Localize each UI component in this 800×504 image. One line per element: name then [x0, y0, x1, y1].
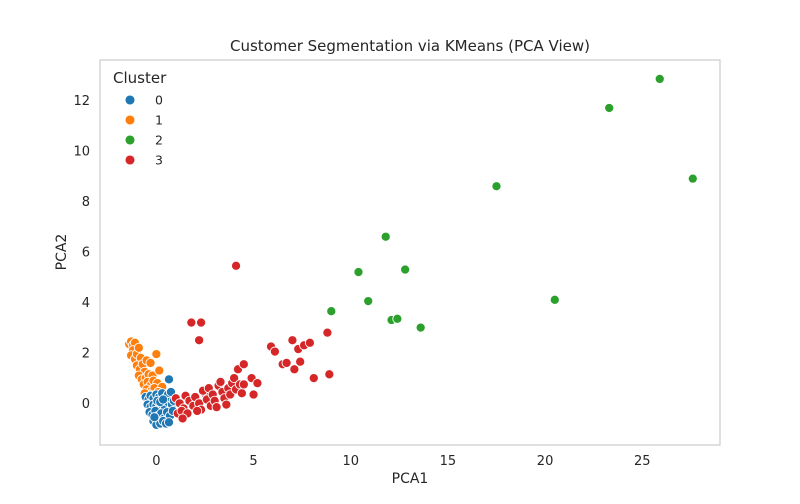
data-point [177, 413, 188, 424]
data-point [194, 335, 205, 346]
data-point [322, 327, 333, 338]
y-axis-label: PCA2 [54, 234, 70, 271]
legend-label: 1 [155, 113, 163, 128]
data-point [163, 417, 175, 428]
series-cluster-3 [170, 260, 335, 424]
legend-marker [124, 94, 136, 106]
data-point [400, 264, 411, 275]
legend-marker [124, 154, 136, 166]
data-point [238, 359, 249, 370]
legend: Cluster 0 1 2 3 [113, 69, 167, 168]
data-point [392, 313, 403, 324]
data-point [149, 412, 160, 423]
legend-title: Cluster [113, 69, 167, 87]
y-tick-label: 12 [73, 94, 90, 109]
y-tick-label: 2 [82, 346, 90, 361]
data-point [248, 389, 259, 400]
data-point [163, 374, 175, 385]
data-point [491, 181, 502, 192]
data-point [324, 369, 335, 380]
y-tick-label: 0 [82, 397, 90, 412]
data-point [295, 356, 306, 367]
data-point [196, 317, 207, 328]
x-axis-label: PCA1 [392, 471, 429, 487]
chart-title: Customer Segmentation via KMeans (PCA Vi… [230, 37, 590, 55]
x-tick-label: 15 [440, 454, 457, 469]
series-cluster-1 [124, 336, 168, 400]
x-axis-ticks: 0 5 10 15 20 25 [152, 454, 650, 469]
y-tick-label: 10 [73, 144, 90, 159]
data-point [158, 394, 169, 405]
data-point [654, 73, 665, 84]
data-point [231, 260, 242, 271]
data-point [133, 342, 144, 353]
x-tick-label: 0 [152, 454, 160, 469]
data-point [221, 399, 232, 410]
x-tick-label: 5 [249, 454, 257, 469]
legend-label: 0 [155, 93, 163, 108]
data-point [363, 296, 374, 307]
data-point [252, 378, 263, 389]
data-point [604, 102, 615, 114]
data-point [353, 267, 364, 278]
data-point [687, 173, 698, 184]
legend-label: 2 [155, 133, 163, 148]
data-point [151, 349, 162, 360]
x-tick-label: 10 [342, 454, 359, 469]
data-point [326, 306, 337, 317]
data-point [236, 388, 247, 399]
x-tick-label: 20 [537, 454, 554, 469]
data-point [308, 373, 319, 384]
y-tick-label: 4 [82, 296, 90, 311]
plot-frame [99, 59, 721, 446]
series-cluster-2 [326, 73, 698, 333]
data-point [269, 346, 280, 357]
data-point [192, 405, 203, 416]
data-point [186, 317, 197, 328]
legend-marker [124, 114, 136, 126]
data-point [154, 365, 165, 376]
legend-entries: 0 1 2 3 [124, 93, 163, 168]
data-point [211, 402, 222, 413]
legend-marker [124, 134, 136, 146]
data-point [281, 357, 292, 369]
y-tick-label: 6 [82, 245, 90, 260]
y-axis-ticks: 0 2 4 6 8 10 12 [73, 94, 90, 412]
data-point [238, 379, 249, 390]
data-point [229, 373, 240, 384]
data-points [124, 73, 698, 430]
data-point [304, 337, 315, 348]
legend-label: 3 [155, 153, 163, 168]
data-point [289, 364, 300, 375]
x-tick-label: 25 [634, 454, 651, 469]
data-point [215, 376, 226, 387]
data-point [287, 335, 298, 346]
data-point [415, 322, 426, 333]
data-point [549, 294, 560, 305]
y-tick-label: 8 [82, 195, 90, 210]
data-point [380, 231, 391, 242]
data-point [145, 357, 156, 369]
